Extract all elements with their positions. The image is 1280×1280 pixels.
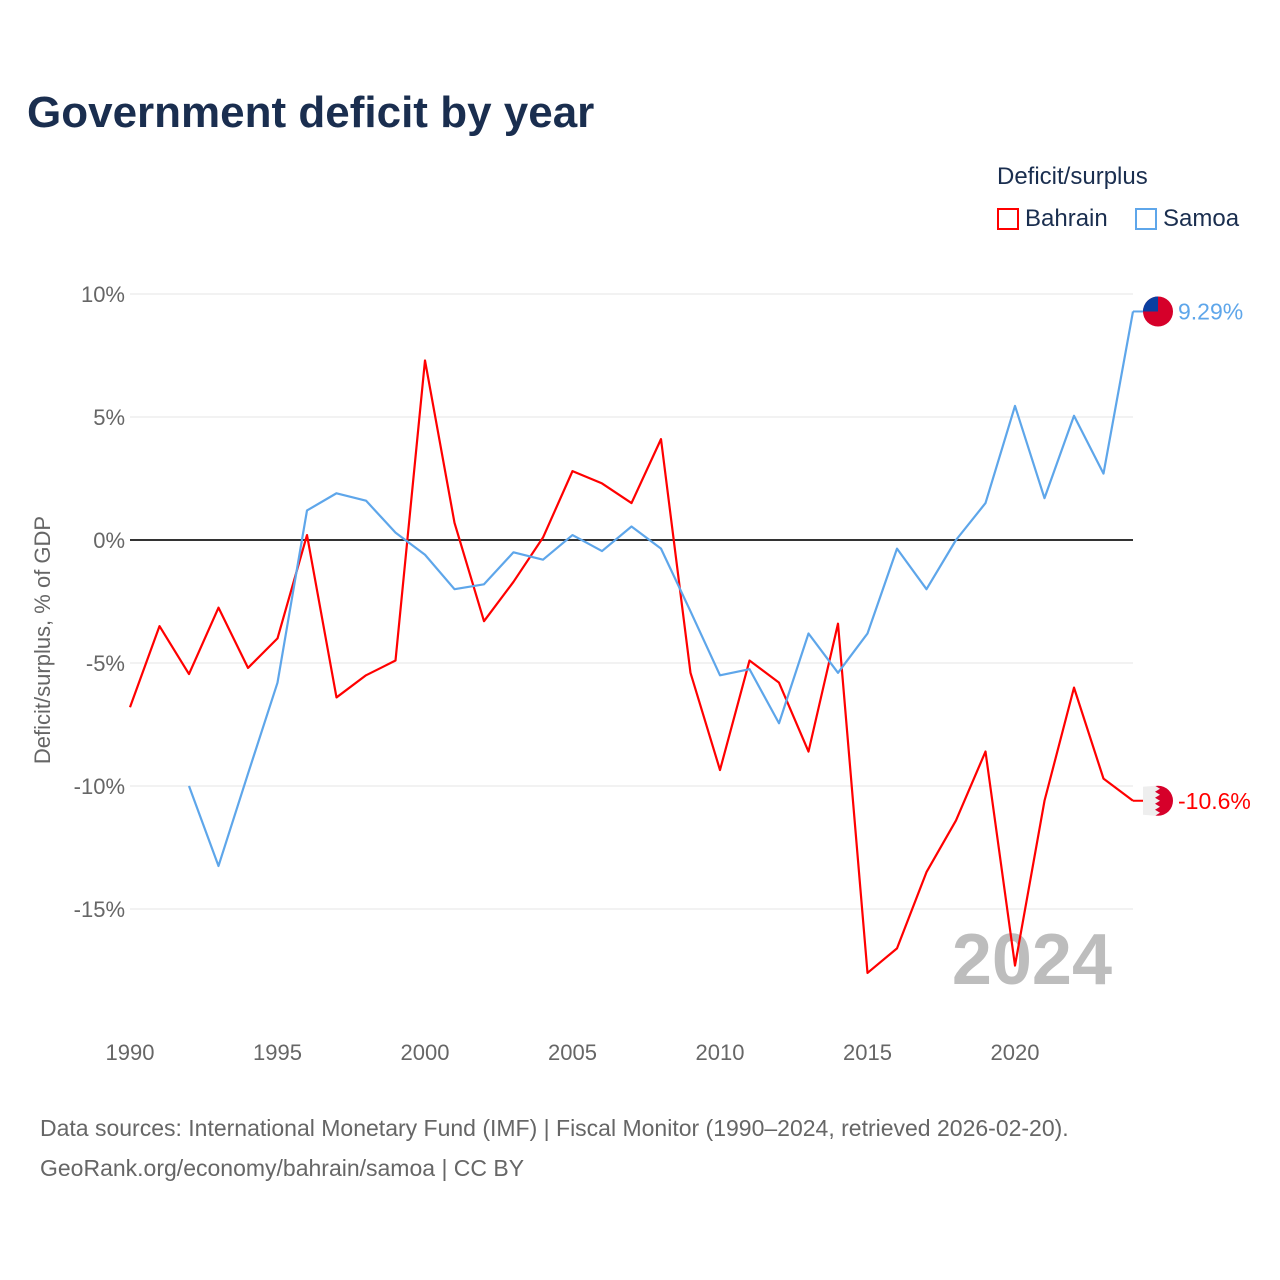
data-point (423, 358, 427, 362)
data-point (984, 750, 988, 754)
data-point (1043, 496, 1047, 500)
data-point (1043, 799, 1047, 803)
data-point (630, 524, 634, 528)
data-point (276, 636, 280, 640)
x-tick-label: 2000 (401, 1040, 450, 1065)
data-point (364, 499, 368, 503)
legend-item-bahrain[interactable]: Bahrain (997, 205, 1108, 233)
legend-label-bahrain: Bahrain (1025, 205, 1108, 232)
data-point (335, 695, 339, 699)
data-point (866, 631, 870, 635)
data-point (866, 971, 870, 975)
data-point (482, 582, 486, 586)
data-point (482, 619, 486, 623)
y-tick-label: 10% (81, 282, 125, 307)
data-point (718, 673, 722, 677)
y-tick-label: -5% (86, 651, 125, 676)
data-point (246, 666, 250, 670)
data-point (217, 864, 221, 868)
footer: Data sources: International Monetary Fun… (40, 1108, 1069, 1188)
source-link[interactable]: GeoRank.org/economy/bahrain/samoa | CC B… (40, 1155, 525, 1181)
flag-canton (1143, 296, 1158, 312)
x-tick-label: 2020 (991, 1040, 1040, 1065)
data-point (895, 547, 899, 551)
end-value-label-bahrain: -10.6% (1178, 788, 1251, 814)
data-point (512, 580, 516, 584)
data-point (541, 536, 545, 540)
data-point (187, 784, 191, 788)
x-tick-label: 2015 (843, 1040, 892, 1065)
x-tick-label: 1995 (253, 1040, 302, 1065)
x-tick-label: 1990 (106, 1040, 155, 1065)
data-point (836, 671, 840, 675)
data-point (187, 672, 191, 676)
data-point (158, 624, 162, 628)
data-point (984, 501, 988, 505)
data-point (276, 681, 280, 685)
data-point (453, 587, 457, 591)
data-point (246, 772, 250, 776)
data-point (807, 750, 811, 754)
x-tick-label: 2005 (548, 1040, 597, 1065)
data-point (718, 768, 722, 772)
data-point (954, 538, 958, 542)
data-point (128, 705, 132, 709)
x-tick-label: 2010 (696, 1040, 745, 1065)
data-point (630, 501, 634, 505)
data-point (777, 681, 781, 685)
data-point (925, 587, 929, 591)
data-point (305, 508, 309, 512)
data-point (777, 721, 781, 725)
year-watermark: 2024 (952, 920, 1112, 1000)
data-point (1072, 686, 1076, 690)
flag-white-band (1143, 785, 1160, 816)
data-point (600, 481, 604, 485)
data-point (600, 549, 604, 553)
y-tick-label: 5% (93, 405, 125, 430)
data-point (394, 531, 398, 535)
data-point (512, 550, 516, 554)
data-point (807, 631, 811, 635)
data-point (1013, 964, 1017, 968)
data-point (394, 659, 398, 663)
data-point (453, 521, 457, 525)
data-point (895, 946, 899, 950)
y-tick-label: -15% (74, 897, 125, 922)
data-point (541, 558, 545, 562)
data-point (659, 437, 663, 441)
data-point (659, 547, 663, 551)
data-point (1102, 777, 1106, 781)
data-point (748, 659, 752, 663)
data-point (423, 553, 427, 557)
y-tick-label: 0% (93, 528, 125, 553)
data-point (1013, 404, 1017, 408)
data-point (689, 671, 693, 675)
data-point (305, 533, 309, 537)
data-point (571, 533, 575, 537)
data-point (217, 606, 221, 610)
legend-title: Deficit/surplus (997, 163, 1148, 190)
data-point (364, 673, 368, 677)
data-point (1102, 472, 1106, 476)
data-point (925, 870, 929, 874)
y-axis-label: Deficit/surplus, % of GDP (30, 516, 55, 764)
y-tick-label: -10% (74, 774, 125, 799)
chart-title: Government deficit by year (27, 88, 595, 137)
legend-label-samoa: Samoa (1163, 205, 1240, 232)
data-point (335, 491, 339, 495)
source-text: Data sources: International Monetary Fun… (40, 1115, 1069, 1141)
data-point (954, 818, 958, 822)
series-line-samoa (187, 311, 1135, 868)
data-point (689, 609, 693, 613)
legend-swatch-samoa (1135, 208, 1157, 230)
data-point (571, 469, 575, 473)
end-value-label-samoa: 9.29% (1178, 298, 1243, 324)
data-point (836, 622, 840, 626)
data-point (748, 667, 752, 671)
legend-item-samoa[interactable]: Samoa (1135, 205, 1239, 233)
data-point (1072, 414, 1076, 418)
legend-swatch-bahrain (997, 208, 1019, 230)
